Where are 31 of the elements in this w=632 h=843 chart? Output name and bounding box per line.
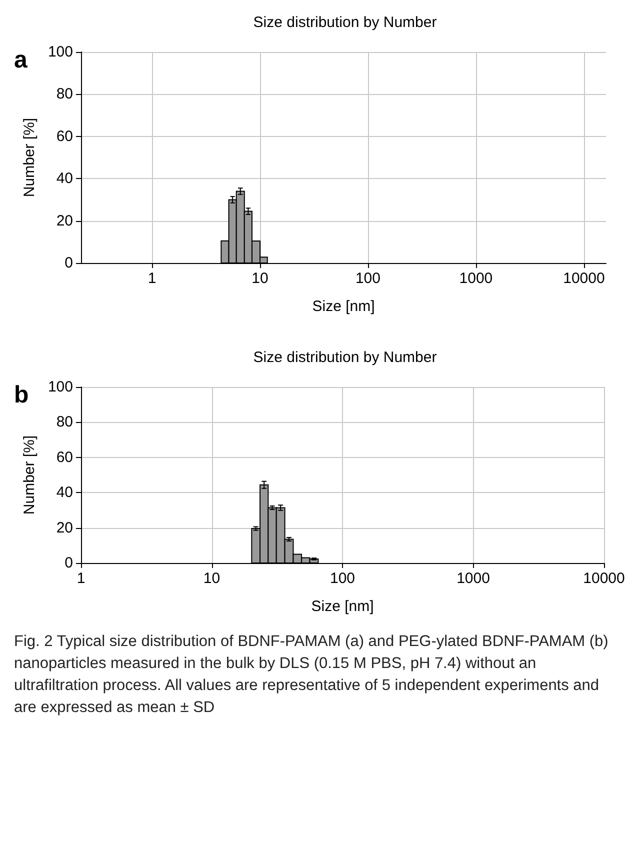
y-tick-label: 20 — [56, 519, 73, 536]
x-tick-label: 1000 — [459, 270, 493, 287]
x-tick-label: 100 — [355, 270, 380, 287]
y-tick-label: 80 — [56, 86, 73, 103]
x-tick-label: 100 — [330, 570, 356, 587]
y-tick-label: 40 — [56, 484, 73, 502]
x-tick-label: 10000 — [563, 270, 605, 287]
text: b — [14, 382, 29, 408]
caption: Fig. 2 Typical size distribution of BDNF-PAMAM (a) and PEG-ylated BDNF-PAMAM (b) nanoparticles measured in the bulk by DLS (0.15 M PBS, pH 7.4) without an ultrafiltration process. All values are representative of 5 independent experiments and are expressed as mean ± SD — [14, 632, 610, 718]
x-tick-label: 10 — [203, 570, 220, 587]
x-axis-title: Size [nm] — [312, 298, 375, 315]
y-tick-label: 40 — [56, 170, 73, 188]
y-tick-label: 80 — [56, 414, 73, 431]
y-tick-label: 0 — [64, 254, 73, 272]
chart-title: Size distribution by Number — [253, 14, 437, 31]
y-tick-label: 60 — [56, 128, 73, 145]
y-tick-label: 100 — [48, 378, 73, 396]
text: a — [14, 46, 28, 74]
x-tick-label: 1000 — [456, 570, 490, 587]
x-tick-label: 1 — [148, 270, 156, 287]
x-tick-label: 10000 — [583, 570, 625, 587]
y-axis-title: Number [%] — [21, 118, 38, 198]
y-tick-label: 20 — [56, 212, 73, 230]
x-tick-label: 10 — [252, 270, 268, 287]
y-tick-label: 100 — [48, 44, 73, 60]
y-tick-label: 0 — [64, 554, 73, 572]
y-tick-label: 60 — [56, 448, 73, 466]
x-tick-label: 1 — [76, 570, 86, 587]
chart-title: Size distribution by Number — [253, 349, 437, 366]
y-axis-title: Number [%] — [21, 435, 38, 515]
x-axis-title: Size [nm] — [311, 598, 374, 615]
